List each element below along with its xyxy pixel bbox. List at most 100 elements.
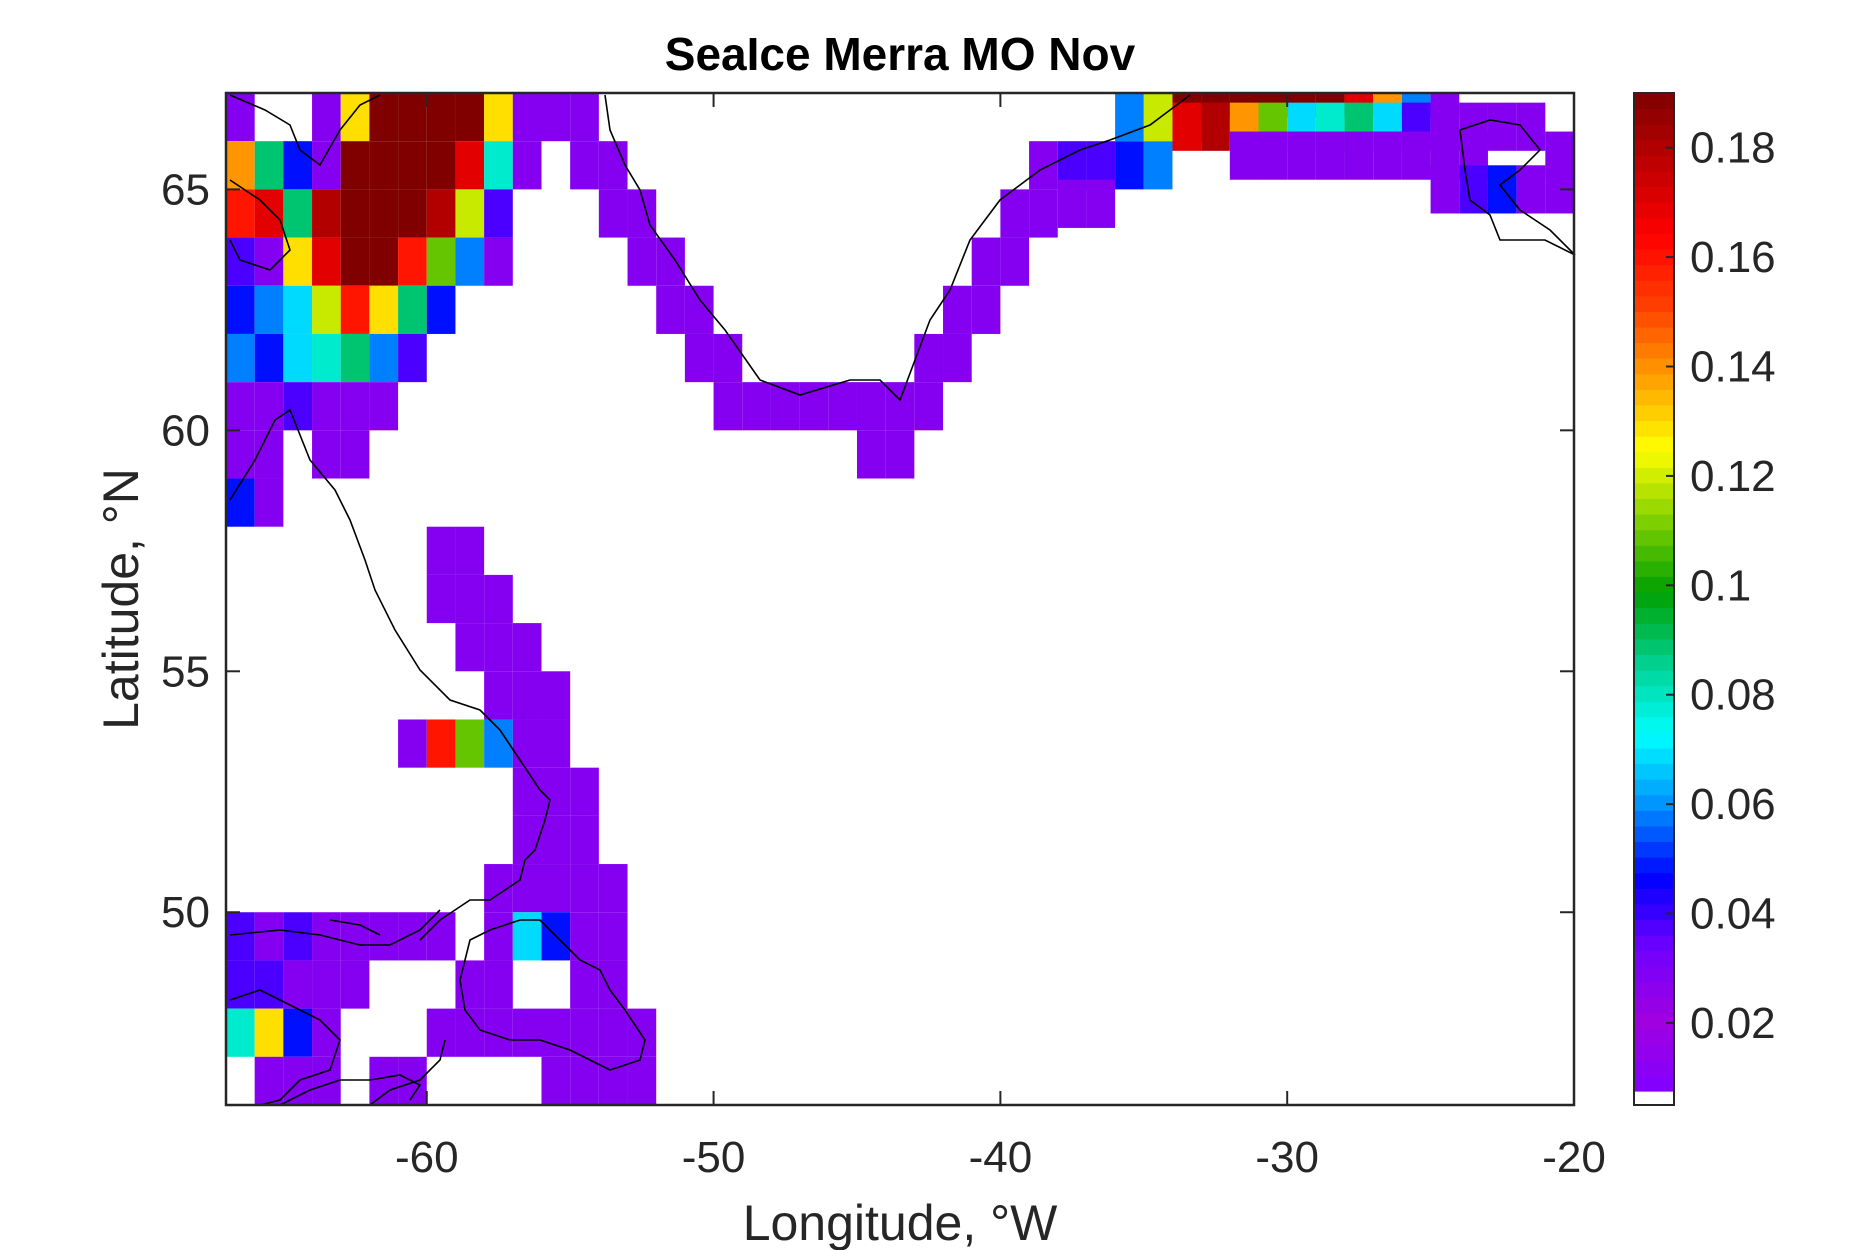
- colorbar-tick-label: 0.14: [1690, 343, 1776, 392]
- colorbar-swatch: [1634, 295, 1674, 312]
- sea-ice-cell: [312, 960, 341, 1009]
- coastline-newfoundland: [459, 919, 646, 1071]
- colorbar-swatch: [1634, 825, 1674, 843]
- colorbar-swatch: [1634, 841, 1674, 858]
- x-axis-label: Longitude, °W: [743, 1195, 1058, 1250]
- sea-ice-cell: [340, 912, 370, 961]
- sea-ice-cell: [312, 382, 341, 431]
- sea-ice-cell: [226, 237, 255, 286]
- colorbar-swatch: [1634, 903, 1674, 921]
- sea-ice-cell: [1057, 179, 1087, 228]
- sea-ice-cell: [1487, 102, 1517, 151]
- sea-ice-cell: [570, 1008, 599, 1057]
- colorbar-swatch: [1634, 576, 1674, 593]
- coastline-greenland: [604, 94, 1191, 402]
- sea-ice-cell: [254, 189, 284, 238]
- sea-ice-cell: [455, 189, 485, 238]
- colorbar: 0.02 0.04 0.06 0.08 0.1 0.12 0.14 0.16 0.18: [1633, 92, 1776, 1106]
- sea-ice-cell: [283, 960, 313, 1009]
- sea-ice-cell: [340, 237, 370, 286]
- sea-ice-cell: [484, 912, 513, 961]
- sea-ice-cell: [570, 767, 599, 816]
- sea-ice-cell: [254, 912, 284, 961]
- colorbar-swatch: [1634, 311, 1674, 328]
- colorbar-swatch: [1634, 498, 1674, 515]
- sea-ice-cell: [455, 960, 485, 1009]
- sea-ice-cell: [226, 1008, 255, 1057]
- sea-ice-cell: [598, 189, 628, 238]
- colorbar-tick-label: 0.06: [1690, 780, 1776, 829]
- colorbar-swatch: [1634, 732, 1674, 749]
- sea-ice-cell: [684, 285, 714, 334]
- colorbar-swatch: [1634, 170, 1674, 188]
- sea-ice-cell: [312, 93, 341, 142]
- sea-ice-cell: [455, 93, 485, 142]
- colorbar-swatch: [1634, 810, 1674, 827]
- colorbar-swatch: [1634, 482, 1674, 500]
- colorbar-swatch: [1634, 186, 1674, 203]
- colorbar-swatch: [1634, 669, 1674, 687]
- sea-ice-cell: [1115, 141, 1144, 190]
- sea-ice-cell: [226, 430, 255, 479]
- sea-ice-cell: [369, 1056, 399, 1105]
- sea-ice-cell: [455, 141, 485, 190]
- sea-ice-cell: [254, 333, 284, 383]
- colorbar-swatch: [1634, 935, 1674, 952]
- sea-ice-cell: [398, 141, 427, 190]
- sea-ice-cell: [1143, 141, 1173, 190]
- colorbar-swatch: [1634, 217, 1674, 234]
- colorbar-tick-label: 0.08: [1690, 671, 1776, 720]
- colorbar-swatch: [1634, 389, 1674, 406]
- sea-ice-cell: [426, 237, 456, 286]
- plot-frame: [224, 91, 1576, 1107]
- sea-ice-cell: [398, 333, 427, 383]
- sea-ice-cell: [340, 141, 370, 190]
- sea-ice-cell: [684, 333, 714, 383]
- plot-area: -60 -50 -40 -30 -20 50 55 60 65: [161, 91, 1606, 1182]
- sea-ice-cell: [426, 719, 456, 768]
- sea-ice-cell: [512, 93, 542, 142]
- sea-ice-cell: [943, 333, 972, 383]
- sea-ice-cell: [254, 1056, 284, 1105]
- y-axis-ticks: 50 55 60 65: [161, 165, 1574, 937]
- coastline-labrador: [229, 408, 551, 941]
- sea-ice-cell: [1344, 131, 1374, 180]
- sea-ice-cell: [1029, 189, 1058, 238]
- sea-ice-cell: [226, 285, 255, 334]
- sea-ice-cell: [1115, 93, 1144, 142]
- colorbar-swatch: [1634, 342, 1674, 359]
- colorbar-swatch: [1634, 701, 1674, 718]
- colorbar-tick-label: 0.04: [1690, 890, 1776, 939]
- sea-ice-cell: [570, 141, 599, 190]
- colorbar-swatch-white: [1634, 1091, 1674, 1105]
- sea-ice-cell: [1459, 165, 1488, 214]
- colorbar-swatch: [1634, 1075, 1674, 1092]
- sea-ice-cell: [254, 478, 284, 527]
- sea-ice-cell: [598, 864, 628, 913]
- sea-ice-cell: [226, 478, 255, 527]
- y-tick-label: 60: [161, 406, 210, 455]
- sea-ice-cell: [398, 237, 427, 286]
- sea-ice-cell: [856, 430, 886, 479]
- sea-ice-cell: [512, 815, 542, 865]
- sea-ice-cell: [426, 912, 456, 961]
- sea-ice-cell: [369, 912, 399, 961]
- y-tick-label: 55: [161, 647, 210, 696]
- sea-ice-cell: [312, 1008, 341, 1057]
- sea-ice-cell: [369, 333, 399, 383]
- sea-ice-cell: [570, 912, 599, 961]
- colorbar-swatch: [1634, 716, 1674, 733]
- sea-ice-cell: [340, 285, 370, 334]
- sea-ice-cell: [484, 623, 513, 672]
- sea-ice-cell: [312, 430, 341, 479]
- sea-ice-cell: [1229, 131, 1259, 180]
- sea-ice-cell: [283, 141, 313, 190]
- sea-ice-cell: [455, 574, 485, 624]
- colorbar-swatch: [1634, 124, 1674, 141]
- sea-ice-cell: [541, 1008, 571, 1057]
- sea-ice-cell: [426, 93, 456, 142]
- colorbar-swatch: [1634, 93, 1674, 110]
- sea-ice-cell: [398, 93, 427, 142]
- sea-ice-cell: [713, 333, 743, 383]
- sea-ice-cell: [455, 719, 485, 768]
